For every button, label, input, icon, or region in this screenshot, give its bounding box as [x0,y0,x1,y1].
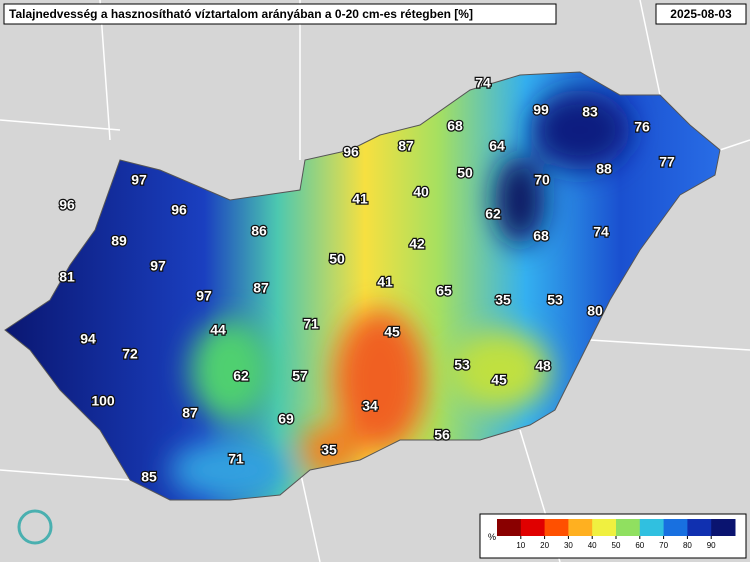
station-value: 40 [413,184,429,200]
station-value: 68 [533,228,549,244]
station-value: 97 [150,258,166,274]
colorbar-segment [663,519,688,536]
colorbar-segment [616,519,641,536]
station-value: 86 [251,223,267,239]
station-value: 100 [91,393,115,409]
station-value: 53 [547,292,563,308]
colorbar-tick-label: 50 [612,541,621,550]
date-box [655,3,747,25]
station-value: 96 [171,202,187,218]
station-value: 41 [377,274,393,290]
station-value: 42 [409,236,425,252]
colorbar-segment [520,519,546,536]
station-value: 41 [352,191,368,207]
colorbar-tick-label: 90 [707,541,716,550]
colorbar-tick-label: 40 [588,541,597,550]
station-value: 81 [59,269,75,285]
colorbar-tick-label: 10 [516,541,525,550]
station-value: 87 [398,138,414,154]
station-value: 45 [384,324,400,340]
station-value: 97 [196,288,212,304]
colorbar-segment [568,519,593,536]
title: Talajnedvesség a hasznosítható víztartal… [9,7,473,21]
colorbar-tick-label: 80 [683,541,692,550]
station-value: 35 [495,292,511,308]
colorbar-segment [639,519,665,536]
colorbar-tick-label: 60 [635,541,644,550]
station-value: 44 [210,322,226,338]
colorbar-tick-label: 20 [540,541,549,550]
colorbar-segment [497,519,522,536]
legend-unit: % [488,532,496,542]
station-value: 62 [485,206,501,222]
station-value: 70 [534,172,550,188]
station-value: 74 [475,75,491,91]
station-value: 87 [253,280,269,296]
colorbar-tick-label: 70 [659,541,668,550]
logo [17,509,53,545]
station-value: 74 [593,224,609,240]
station-value: 48 [535,358,551,374]
colorbar-segment [687,519,712,536]
station-value: 50 [457,165,473,181]
station-value: 94 [80,331,96,347]
colorbar-segment [711,519,736,536]
date: 2025-08-03 [670,7,732,21]
station-value: 71 [303,316,319,332]
station-value: 50 [329,251,345,267]
station-value: 34 [362,398,378,414]
title-box [3,3,557,25]
station-value: 83 [582,104,598,120]
station-value: 96 [59,197,75,213]
colorbar-segment [592,519,617,536]
station-value: 62 [233,368,249,384]
station-value: 72 [122,346,138,362]
station-value: 87 [182,405,198,421]
station-value: 69 [278,411,294,427]
station-value: 89 [111,233,127,249]
station-value: 35 [321,442,337,458]
station-value: 56 [434,427,450,443]
colorbar-segment [544,519,569,536]
station-value: 88 [596,161,612,177]
station-value: 97 [131,172,147,188]
station-value: 76 [634,119,650,135]
station-value: 65 [436,283,452,299]
station-value: 45 [491,372,507,388]
station-value: 71 [228,451,244,467]
station-value: 85 [141,469,157,485]
station-value: 57 [292,368,308,384]
station-value: 80 [587,303,603,319]
station-value: 68 [447,118,463,134]
station-value: 53 [454,357,470,373]
station-value: 77 [659,154,675,170]
station-value: 64 [489,138,505,154]
colorbar-tick-label: 30 [564,541,573,550]
station-value: 99 [533,102,549,118]
station-value: 96 [343,144,359,160]
